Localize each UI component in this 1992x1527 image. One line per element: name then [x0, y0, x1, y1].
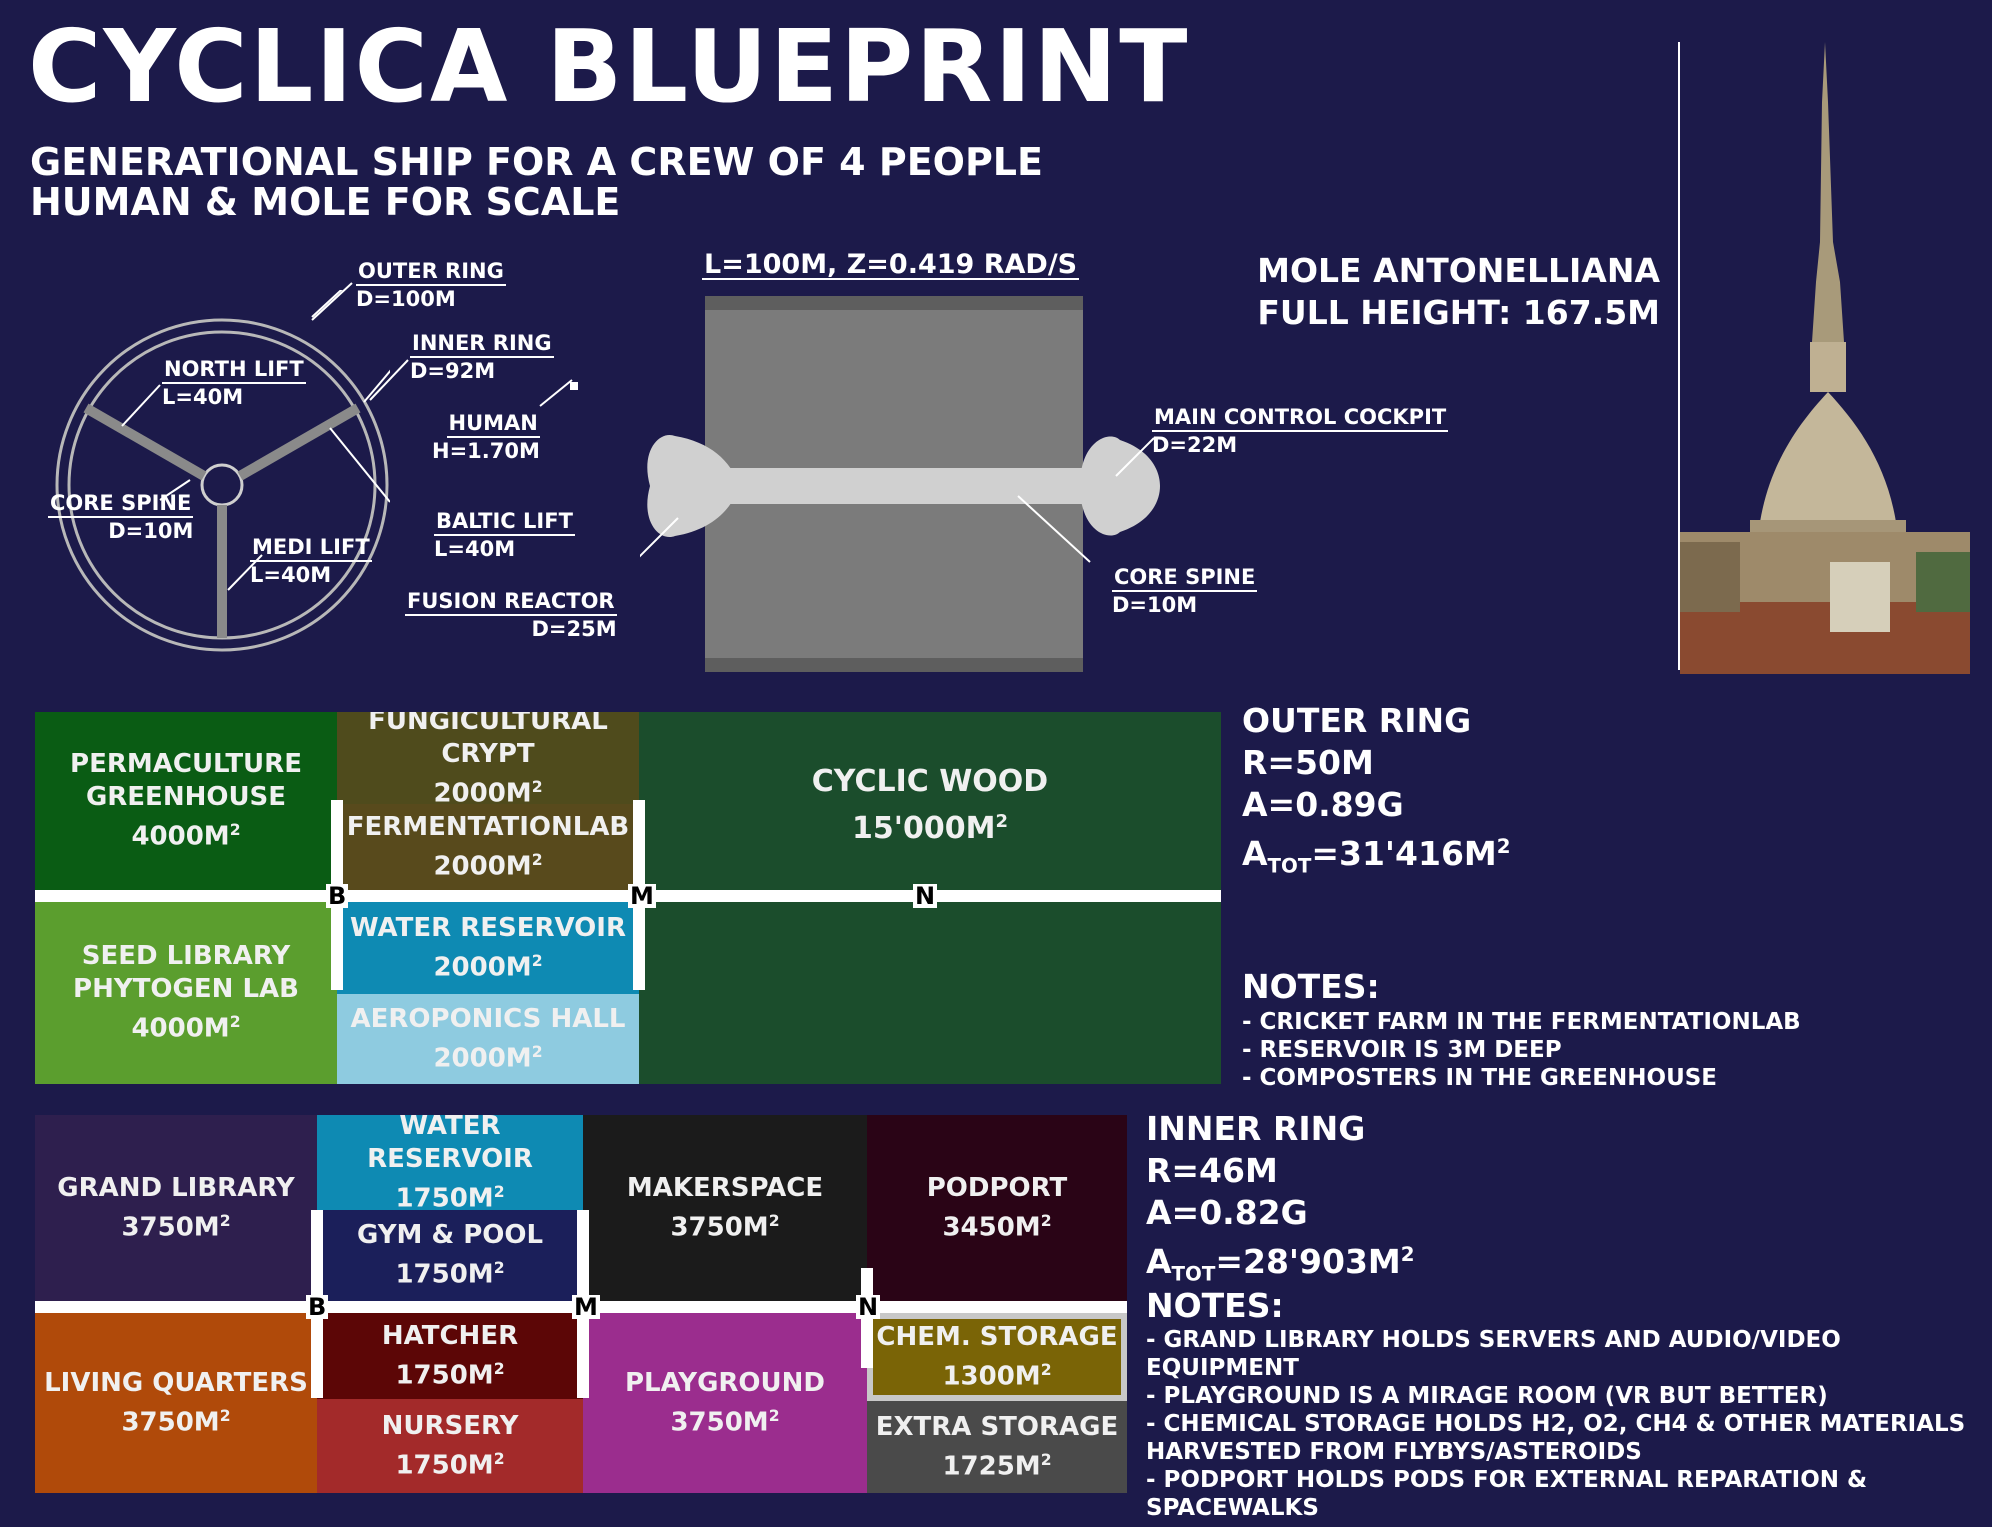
core-spine-front-label: CORE SPINE D=10M: [48, 491, 194, 543]
outer-notes-list: - CRICKET FARM IN THE FERMENTATIONLAB - …: [1242, 1008, 1801, 1092]
outer-note: - CRICKET FARM IN THE FERMENTATIONLAB: [1242, 1009, 1801, 1035]
baltic-lift-arm: [237, 403, 361, 481]
subtitle-scale: HUMAN & MOLE FOR SCALE: [30, 180, 621, 224]
side-view-diagram: [640, 296, 1160, 672]
room-permaculture-greenhouse: PERMACULTURE GREENHOUSE 4000M2: [35, 712, 337, 890]
ring-leader-lines: [311, 282, 578, 407]
room-seed-library: SEED LIBRARY PHYTOGEN LAB 4000M2: [35, 902, 337, 1084]
fusion-reactor-shape: [647, 434, 740, 538]
outer-note: - COMPOSTERS IN THE GREENHOUSE: [1242, 1065, 1718, 1091]
mole-scale-line: [1678, 42, 1681, 670]
room-makerspace: MAKERSPACE 3750M2: [583, 1115, 867, 1301]
subtitle-crew: GENERATIONAL SHIP FOR A CREW OF 4 PEOPLE: [30, 140, 1043, 184]
inner-note: SPACEWALKS: [1146, 1495, 1319, 1521]
room-nursery: NURSERY 1750M2: [317, 1399, 583, 1493]
mole-antonelliana-image: [1680, 42, 1970, 674]
inner-note: - PLAYGROUND IS A MIRAGE ROOM (VR BUT BE…: [1146, 1383, 1828, 1409]
room-grand-library: GRAND LIBRARY 3750M2: [35, 1115, 317, 1301]
outer-ring-stats: OUTER RING R=50M A=0.89G ATOT=31'416M2: [1242, 701, 1511, 878]
side-view-header: L=100M, Z=0.419 RAD/S: [702, 249, 1080, 280]
room-fungicultural-crypt: FUNGICULTURAL CRYPT 2000M2: [337, 712, 639, 804]
outer-notes-title: NOTES:: [1242, 967, 1380, 1006]
room-extra-storage: EXTRA STORAGE 1725M2: [867, 1401, 1127, 1493]
inner-note: EQUIPMENT: [1146, 1355, 1299, 1381]
room-water-reservoir-outer: WATER RESERVOIR 2000M2: [337, 902, 639, 994]
outer-marker-b: B: [326, 882, 349, 910]
inner-marker-m: M: [572, 1293, 600, 1321]
room-gym-pool: GYM & POOL 1750M2: [317, 1210, 583, 1301]
baltic-lift-label: BALTIC LIFT L=40M: [434, 509, 575, 561]
outer-marker-n: N: [913, 882, 938, 910]
outer-ring-circle: [55, 318, 389, 652]
room-water-reservoir-inner: WATER RESERVOIR 1750M2: [317, 1115, 583, 1210]
room-aeroponics-hall: AEROPONICS HALL 2000M2: [337, 994, 639, 1084]
inner-notes-title: NOTES:: [1146, 1286, 1284, 1325]
page-title: CYCLICA BLUEPRINT: [28, 8, 1190, 125]
outer-note: - RESERVOIR IS 3M DEEP: [1242, 1037, 1562, 1063]
outer-marker-m: M: [628, 882, 656, 910]
inner-note: - GRAND LIBRARY HOLDS SERVERS AND AUDIO/…: [1146, 1327, 1841, 1353]
north-lift-arm: [83, 403, 207, 481]
north-lift-label: NORTH LIFT L=40M: [162, 357, 306, 409]
cockpit-shape: [1080, 436, 1160, 536]
room-playground: PLAYGROUND 3750M2: [583, 1313, 867, 1493]
ring-cylinder-bottom-band: [705, 658, 1083, 672]
inner-notes-list: - GRAND LIBRARY HOLDS SERVERS AND AUDIO/…: [1146, 1326, 1965, 1522]
inner-note: - PODPORT HOLDS PODS FOR EXTERNAL REPARA…: [1146, 1467, 1868, 1493]
cockpit-label: MAIN CONTROL COCKPIT D=22M: [1152, 405, 1449, 457]
inner-marker-b: B: [306, 1293, 329, 1321]
room-hatcher: HATCHER 1750M2: [317, 1313, 583, 1399]
core-spine-side-label: CORE SPINE D=10M: [1112, 565, 1258, 617]
room-living-quarters: LIVING QUARTERS 3750M2: [35, 1313, 317, 1493]
core-spine-circle: [200, 463, 244, 507]
room-podport: PODPORT 3450M2: [867, 1115, 1127, 1301]
mole-title: MOLE ANTONELLIANA FULL HEIGHT: 167.5M: [1257, 251, 1660, 332]
inner-marker-n: N: [856, 1293, 881, 1321]
inner-note: - CHEMICAL STORAGE HOLDS H2, O2, CH4 & O…: [1146, 1411, 1966, 1437]
human-label: HUMAN H=1.70M: [432, 411, 540, 463]
inner-ring-label: INNER RING D=92M: [410, 331, 554, 383]
medi-lift-label: MEDI LIFT L=40M: [250, 535, 372, 587]
room-fermentationlab: FERMENTATIONLAB 2000M2: [337, 804, 639, 890]
room-chem-storage: CHEM. STORAGE 1300M2: [867, 1313, 1127, 1401]
inner-note: HARVESTED FROM FLYBYS/ASTEROIDS: [1146, 1439, 1642, 1465]
outer-ring-label: OUTER RING D=100M: [356, 259, 506, 311]
ring-cylinder-top-band: [705, 296, 1083, 310]
fusion-reactor-label: FUSION REACTOR D=25M: [405, 589, 617, 641]
inner-ring-stats: INNER RING R=46M A=0.82G ATOT=28'903M2: [1146, 1109, 1415, 1286]
core-spine-bar: [700, 468, 1140, 504]
ring-front-diagram: [55, 290, 390, 652]
